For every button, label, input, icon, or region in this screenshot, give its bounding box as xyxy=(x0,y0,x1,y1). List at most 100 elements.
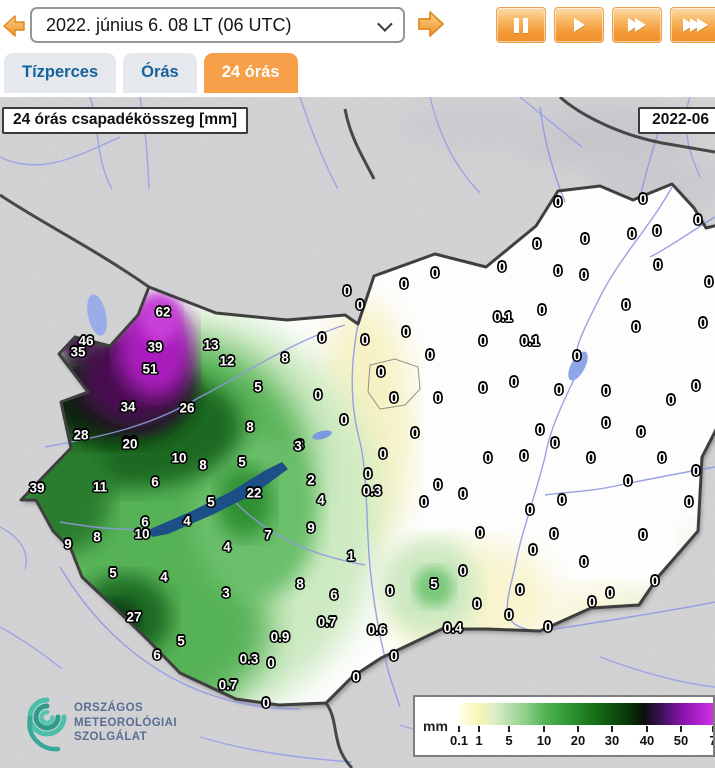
station-value: 0 xyxy=(314,387,322,403)
station-value: 0 xyxy=(692,463,700,479)
station-value: 0 xyxy=(434,390,442,406)
station-value: 0 xyxy=(544,619,552,635)
station-value: 0 xyxy=(554,194,562,210)
legend-tick-label: 0.1 xyxy=(449,733,469,748)
legend-tick-mark xyxy=(478,726,480,732)
station-value: 0 xyxy=(580,554,588,570)
station-value: 0 xyxy=(628,226,636,242)
station-value: 0 xyxy=(581,231,589,247)
next-date-button[interactable] xyxy=(416,6,446,42)
fast-forward-button[interactable] xyxy=(612,7,662,43)
station-value: 5 xyxy=(109,565,117,581)
station-value: 3 xyxy=(222,585,230,601)
station-value: 0 xyxy=(573,348,581,364)
station-value: 0 xyxy=(536,422,544,438)
station-value: 0 xyxy=(529,542,537,558)
station-value: 0 xyxy=(639,191,647,207)
station-value: 46 xyxy=(78,333,94,349)
legend-tick-label: 40 xyxy=(639,733,655,748)
station-value: 0 xyxy=(637,424,645,440)
arrow-right-icon xyxy=(418,11,444,37)
playback-controls xyxy=(496,7,715,43)
legend-tick-label: 1 xyxy=(475,733,483,748)
legend-tick-mark xyxy=(577,726,579,732)
station-value: 0 xyxy=(588,594,596,610)
station-value: 5 xyxy=(177,633,185,649)
legend-tick-mark xyxy=(646,726,648,732)
station-value: 0 xyxy=(632,319,640,335)
station-value: 0 xyxy=(479,380,487,396)
station-value: 0 xyxy=(602,383,610,399)
station-value: 0 xyxy=(267,655,275,671)
station-value: 0 xyxy=(587,450,595,466)
legend-tick-mark xyxy=(543,726,545,732)
station-value: 6 xyxy=(141,514,149,530)
station-value: 0 xyxy=(699,315,707,331)
station-value: 34 xyxy=(120,399,136,415)
station-value: 0 xyxy=(318,330,326,346)
station-value: 0 xyxy=(352,669,360,685)
play-icon xyxy=(573,18,585,32)
station-value: 0 xyxy=(533,236,541,252)
tab-órás[interactable]: Órás xyxy=(123,53,197,93)
datetime-select[interactable]: 2022. június 6. 08 LT (06 UTC) xyxy=(30,7,405,43)
station-value: 8 xyxy=(246,419,254,435)
station-value: 6 xyxy=(151,474,159,490)
play-button[interactable] xyxy=(554,7,604,43)
tab-tízperces[interactable]: Tízperces xyxy=(4,53,117,93)
station-value: 0 xyxy=(420,494,428,510)
station-value: 0 xyxy=(340,412,348,428)
pause-button[interactable] xyxy=(496,7,546,43)
legend-tick-label: 30 xyxy=(604,733,620,748)
chevron-down-icon xyxy=(377,15,393,32)
station-value: 0.1 xyxy=(493,309,513,325)
station-layer: 62 46 35 39 13 12 51 34 26 28 20 0 0 0 0 0 8 0 5 0 0 8 0 3 0 0 0 0 0… xyxy=(0,97,715,768)
station-value: 0.1 xyxy=(520,333,540,349)
toolbar: 2022. június 6. 08 LT (06 UTC) xyxy=(0,0,715,50)
legend-tick-label: 7 xyxy=(709,733,713,748)
station-value: 1 xyxy=(347,548,355,564)
station-value: 0 xyxy=(386,583,394,599)
station-value: 0 xyxy=(390,390,398,406)
map-area[interactable]: 24 órás csapadékösszeg [mm] 2022-06 62 46… xyxy=(0,97,715,768)
station-value: 0 xyxy=(639,527,647,543)
station-value: 0 xyxy=(622,297,630,313)
tab-bar: Tízperces Órás 24 órás xyxy=(4,53,298,93)
station-value: 0 xyxy=(426,347,434,363)
station-value: 8 xyxy=(93,529,101,545)
logo-line-1: ORSZÁGOS xyxy=(74,701,144,714)
station-value: 7 xyxy=(264,527,272,543)
station-value: 0 xyxy=(685,494,693,510)
legend-unit-label: mm xyxy=(423,718,448,734)
legend-tick-mark xyxy=(458,726,460,732)
station-value: 0.7 xyxy=(218,677,238,693)
station-value: 0 xyxy=(262,695,270,711)
station-value: 51 xyxy=(142,361,158,377)
station-value: 0 xyxy=(473,596,481,612)
station-value: 0 xyxy=(550,526,558,542)
station-value: 26 xyxy=(179,400,195,416)
station-value: 0 xyxy=(459,486,467,502)
skip-forward-button[interactable] xyxy=(670,7,715,43)
station-value: 0 xyxy=(390,648,398,664)
previous-date-button[interactable] xyxy=(2,11,26,41)
station-value: 0 xyxy=(505,607,513,623)
station-value: 0 xyxy=(343,283,351,299)
station-value: 62 xyxy=(155,304,171,320)
station-value: 0 xyxy=(510,374,518,390)
legend: mm 0.1 1 5 10 20 30 40 50 7 xyxy=(413,695,715,757)
pause-icon xyxy=(512,17,530,33)
station-value: 4 xyxy=(183,513,191,529)
legend-color-bar xyxy=(457,703,713,725)
station-value: 0 xyxy=(377,364,385,380)
station-value: 0 xyxy=(558,492,566,508)
station-value: 0.3 xyxy=(239,651,259,667)
station-value: 4 xyxy=(317,492,325,508)
lake-balaton xyxy=(148,462,288,537)
station-value: 0 xyxy=(658,450,666,466)
omsz-spiral-icon xyxy=(27,697,67,752)
legend-tick-label: 20 xyxy=(570,733,586,748)
station-value: 22 xyxy=(246,485,262,501)
tab-24-órás[interactable]: 24 órás xyxy=(203,53,298,93)
legend-tick-mark xyxy=(508,726,510,732)
